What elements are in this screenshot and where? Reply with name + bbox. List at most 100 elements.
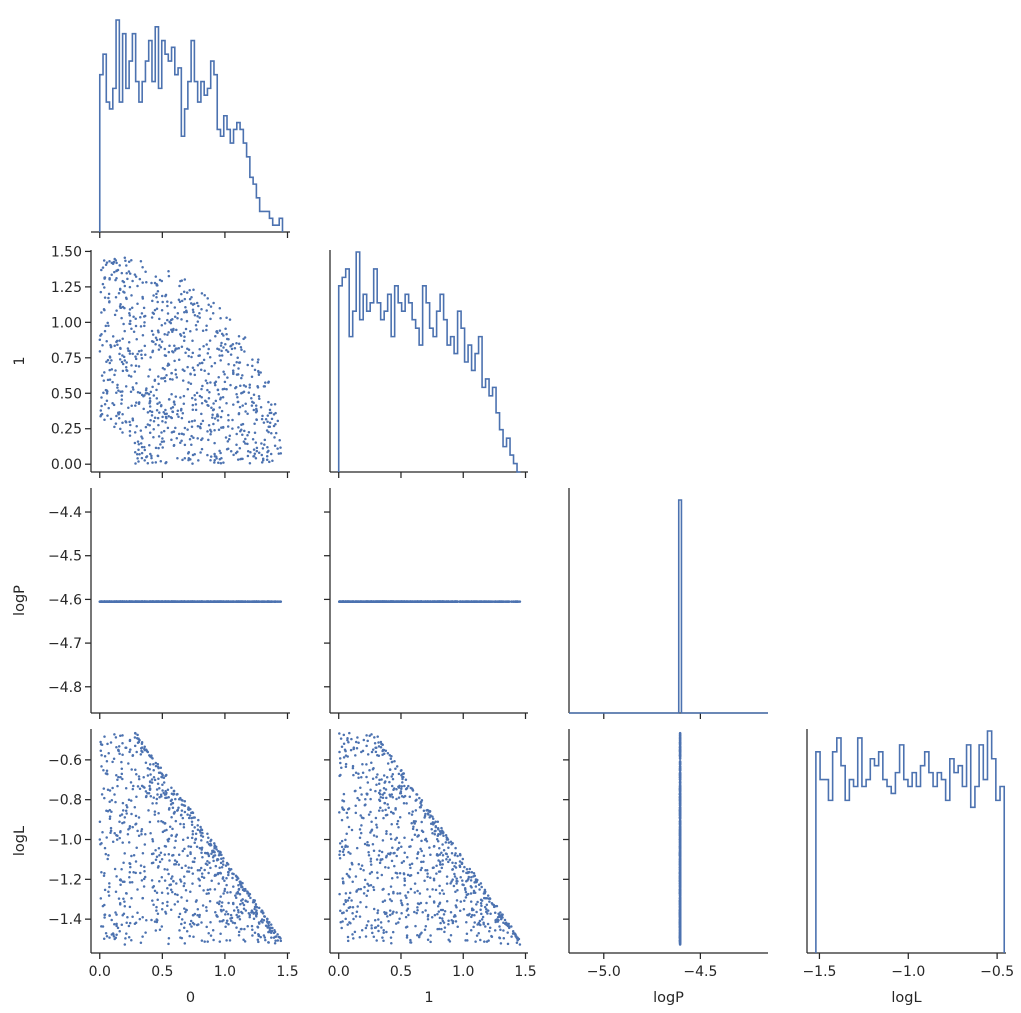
scatter-point	[181, 379, 185, 382]
scatter-point	[124, 809, 128, 812]
scatter-point	[253, 931, 257, 934]
scatter-point	[259, 406, 263, 409]
scatter-point	[103, 846, 107, 850]
scatter-point	[179, 334, 183, 337]
scatter-point	[162, 781, 166, 784]
scatter-point	[112, 935, 116, 938]
scatter-point	[100, 871, 103, 874]
scatter-point	[276, 939, 280, 942]
scatter-point	[486, 909, 490, 912]
scatter-point	[191, 366, 195, 369]
scatter-point	[261, 921, 264, 924]
scatter-point	[171, 801, 174, 805]
scatter-point	[230, 919, 233, 923]
scatter-point	[458, 865, 462, 869]
scatter-point	[133, 744, 137, 748]
scatter-point	[478, 919, 482, 923]
scatter-point	[377, 745, 381, 748]
scatter-point	[251, 364, 254, 368]
scatter-point	[125, 368, 128, 372]
scatter-point	[152, 340, 155, 344]
scatter-point	[128, 827, 131, 830]
scatter-point	[473, 874, 477, 877]
scatter-point	[483, 940, 486, 943]
scatter-point	[413, 910, 416, 914]
scatter-point	[440, 826, 443, 830]
scatter-point	[137, 401, 141, 404]
scatter-point	[415, 911, 418, 915]
scatter-point	[211, 928, 215, 932]
scatter-point	[380, 778, 383, 781]
scatter-point	[128, 314, 132, 317]
scatter-point	[376, 924, 380, 927]
scatter-point	[169, 407, 173, 410]
scatter-point	[200, 921, 203, 924]
scatter-point	[377, 754, 381, 757]
scatter-point	[444, 834, 448, 837]
scatter-point	[190, 396, 194, 400]
scatter-point	[338, 750, 341, 754]
scatter-point	[256, 938, 260, 941]
scatter-point	[196, 828, 200, 832]
scatter-point	[226, 440, 230, 443]
scatter-point	[230, 347, 234, 351]
scatter-point	[510, 935, 513, 938]
scatter-point	[158, 401, 161, 404]
scatter-point	[392, 788, 395, 791]
scatter-point	[139, 747, 143, 750]
scatter-point	[176, 311, 180, 315]
scatter-point	[395, 854, 398, 858]
scatter-point	[103, 276, 107, 279]
scatter-point	[257, 358, 260, 361]
scatter-point	[135, 337, 138, 341]
scatter-point	[370, 733, 373, 736]
scatter-point	[171, 378, 174, 381]
scatter-point	[251, 600, 254, 603]
y-tick-label: −1.2	[48, 872, 82, 888]
scatter-point	[115, 834, 118, 837]
scatter-point	[261, 447, 265, 450]
scatter-point	[184, 351, 187, 354]
scatter-point	[182, 926, 186, 929]
scatter-point	[420, 931, 423, 934]
scatter-point	[261, 414, 264, 418]
scatter-point	[350, 861, 354, 865]
scatter-point	[133, 441, 137, 445]
scatter-point	[137, 442, 141, 446]
scatter-point	[366, 841, 369, 844]
scatter-point	[129, 375, 133, 378]
scatter-point	[220, 905, 223, 908]
scatter-point	[130, 404, 133, 407]
scatter-point	[417, 600, 421, 603]
scatter-point	[124, 385, 128, 388]
scatter-point	[120, 867, 123, 871]
scatter-point	[159, 404, 163, 408]
scatter-point	[268, 421, 272, 425]
scatter-point	[131, 386, 135, 389]
scatter-point	[193, 856, 197, 860]
scatter-point	[456, 854, 459, 858]
scatter-point	[360, 750, 363, 754]
scatter-point	[206, 888, 210, 892]
scatter-point	[195, 899, 198, 902]
scatter-point	[100, 793, 104, 796]
scatter-point	[128, 921, 132, 925]
scatter-point	[380, 850, 384, 854]
scatter-point	[155, 296, 158, 299]
scatter-point	[162, 440, 166, 443]
scatter-point	[278, 438, 281, 442]
y-tick-label: −4.5	[48, 549, 82, 565]
scatter-point	[157, 820, 160, 823]
scatter-point	[116, 383, 119, 387]
scatter-point	[188, 297, 192, 301]
scatter-point	[137, 816, 141, 819]
scatter-point	[135, 773, 138, 776]
scatter-point	[105, 769, 109, 772]
scatter-point	[217, 461, 220, 465]
scatter-point	[377, 782, 381, 786]
scatter-point	[371, 843, 375, 846]
scatter-point	[156, 912, 160, 916]
scatter-point	[210, 879, 213, 882]
scatter-point	[171, 406, 175, 409]
scatter-point	[461, 857, 465, 861]
